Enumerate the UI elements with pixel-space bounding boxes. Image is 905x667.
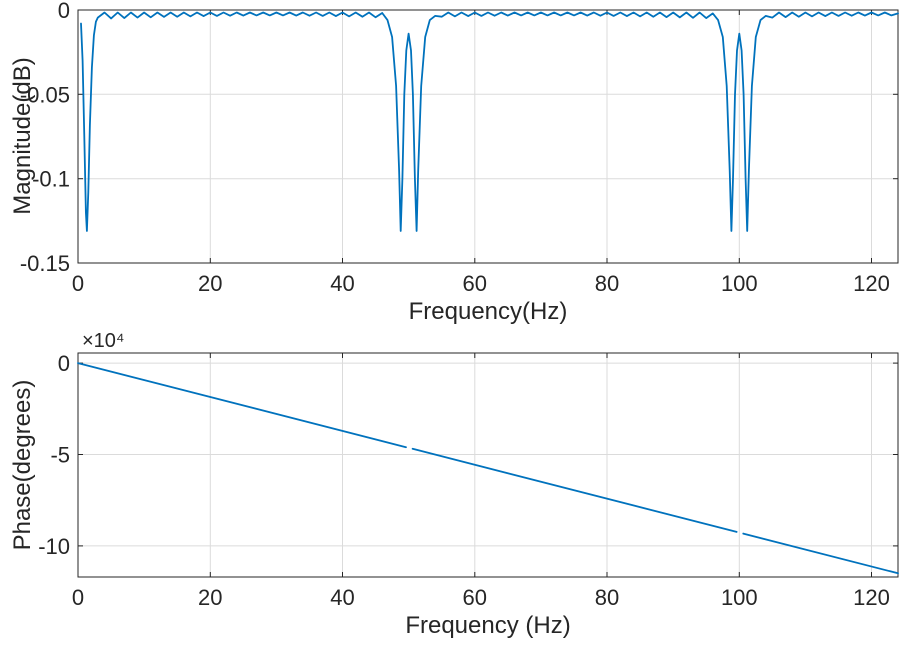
magnitude-response-chart: 0 20 40 60 80 100 120 0 -0.05 -0.1 -0.15 xyxy=(0,0,905,330)
y-tick-label: -5 xyxy=(50,443,70,468)
phase-series xyxy=(77,362,899,575)
axes-box xyxy=(77,352,899,578)
x-tick-label: 60 xyxy=(463,585,487,610)
y-tick-label: -0.05 xyxy=(20,82,70,107)
y-tick-label: 0 xyxy=(58,0,70,23)
y-tick-label: -0.15 xyxy=(20,251,70,276)
phase-line xyxy=(742,532,899,575)
x-tick-label: 60 xyxy=(463,271,487,296)
x-tick-label: 0 xyxy=(72,585,84,610)
phase-yaxis-label: Phase(degrees) xyxy=(9,379,36,551)
x-tick-label: 80 xyxy=(595,585,619,610)
tick-labels: 0 20 40 60 80 100 120 0 -5 -10 xyxy=(38,351,890,610)
y-tick-label: -10 xyxy=(38,534,70,559)
y-tick-label: 0 xyxy=(58,351,70,376)
x-tick-label: 100 xyxy=(721,271,758,296)
x-tick-label: 120 xyxy=(853,585,890,610)
x-tick-label: 80 xyxy=(595,271,619,296)
magnitude-series xyxy=(80,11,899,232)
x-tick-label: 100 xyxy=(721,585,758,610)
magnitude-xaxis-label: Frequency(Hz) xyxy=(408,298,568,325)
axes-box xyxy=(77,9,899,264)
phase-line xyxy=(411,447,738,533)
x-tick-label: 40 xyxy=(330,271,354,296)
phase-line xyxy=(77,362,407,449)
phase-response-chart: 0 20 40 60 80 100 120 0 -5 -10 xyxy=(0,330,905,667)
magnitude-yaxis-label: Magnitude(dB) xyxy=(9,57,36,215)
phase-response-chart-svg: 0 20 40 60 80 100 120 0 -5 -10 xyxy=(38,351,899,610)
grid-lines xyxy=(77,9,898,264)
magnitude-line xyxy=(80,11,899,232)
phase-y-multiplier-label: ×10⁴ xyxy=(82,330,125,352)
magnitude-response-chart-svg: 0 20 40 60 80 100 120 0 -0.05 -0.1 -0.15 xyxy=(20,0,899,296)
tick-marks xyxy=(77,353,898,577)
x-tick-label: 20 xyxy=(198,585,222,610)
phase-xaxis-label: Frequency (Hz) xyxy=(405,612,571,639)
y-tick-label: -0.1 xyxy=(32,167,70,192)
grid-lines xyxy=(77,353,898,577)
x-tick-label: 0 xyxy=(72,271,84,296)
x-tick-label: 120 xyxy=(853,271,890,296)
x-tick-label: 40 xyxy=(330,585,354,610)
tick-marks xyxy=(77,9,898,264)
x-tick-label: 20 xyxy=(198,271,222,296)
tick-labels: 0 20 40 60 80 100 120 0 -0.05 -0.1 -0.15 xyxy=(20,0,890,296)
